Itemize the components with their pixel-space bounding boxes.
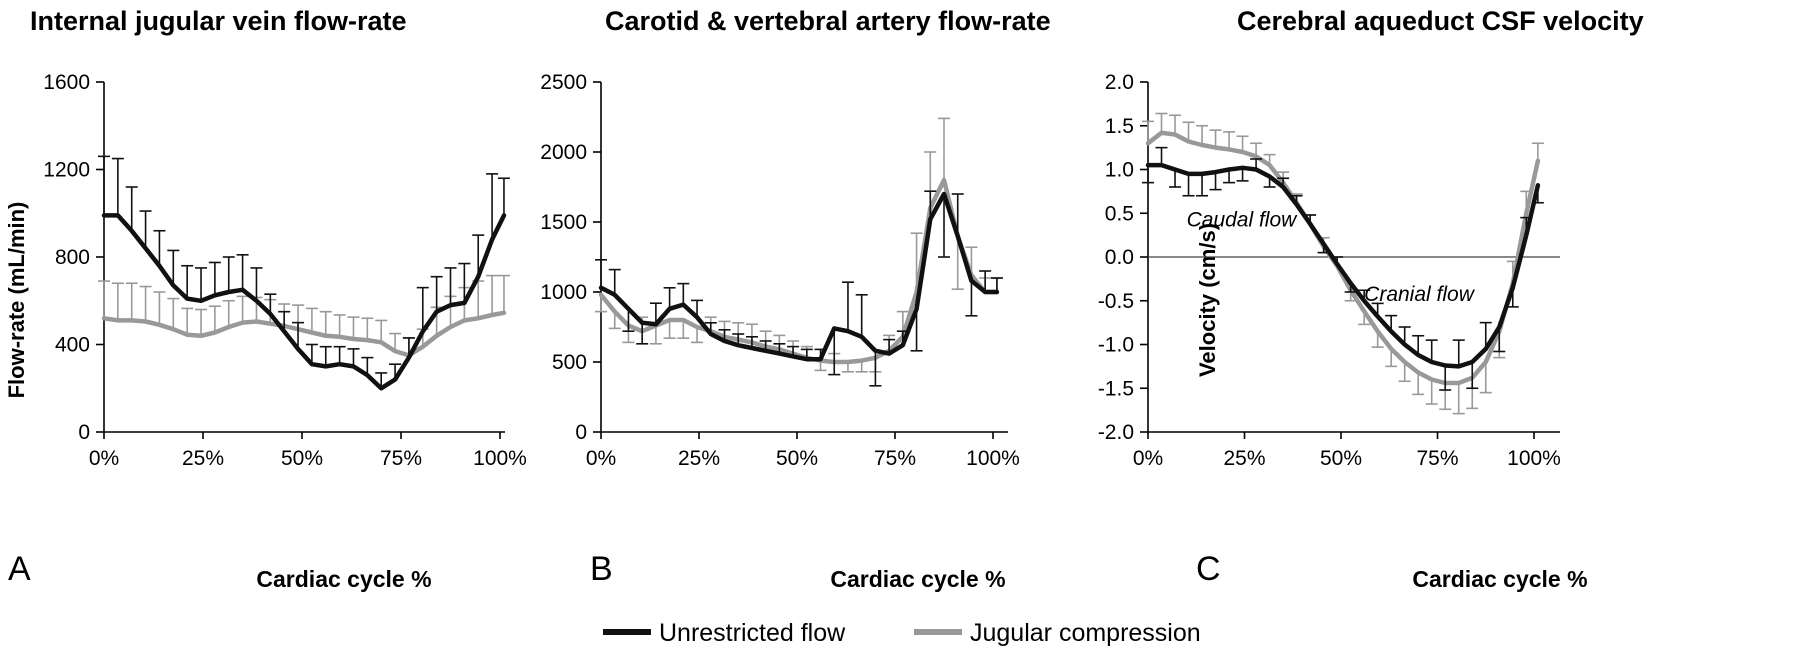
panel-c-x-tick-label: 75% bbox=[1416, 447, 1458, 470]
panel-a-y-tick-label: 800 bbox=[55, 246, 90, 269]
panel-a-x-tick-label: 0% bbox=[89, 447, 119, 470]
panel-a-line-jugular-compression bbox=[101, 310, 507, 358]
panel-b-y-tick-label: 2000 bbox=[540, 141, 587, 164]
legend: Unrestricted flow Jugular compression bbox=[603, 619, 1201, 647]
panel-b-axes: 0 500 1000 1500 2000 2500 0% 25% 50% 75% 100% bbox=[540, 71, 1020, 470]
panel-b-x-tick-label: 50% bbox=[776, 447, 818, 470]
panel-c-y-tick-label: -2.0 bbox=[1098, 421, 1134, 444]
panel-b-series-jugular-compression bbox=[595, 117, 1003, 373]
panel-a-y-axis-label: Flow-rate (mL/min) bbox=[4, 202, 29, 399]
panel-a-series-unrestricted bbox=[98, 155, 510, 391]
panel-c-y-tick-label: 1.0 bbox=[1105, 159, 1134, 182]
legend-label-jugular-compression: Jugular compression bbox=[970, 619, 1201, 647]
panel-c-y-tick-label: -1.0 bbox=[1098, 334, 1134, 357]
panel-a-x-tick-label: 100% bbox=[473, 447, 527, 470]
panel-a-axes: 0 400 800 1200 1600 0% 25% 50% 75% 100% bbox=[43, 71, 527, 470]
panel-b-y-tick-label: 1500 bbox=[540, 211, 587, 234]
panel-c-line-jugular-compression bbox=[1145, 130, 1541, 386]
panel-c-y-axis-label: Velocity (cm/s) bbox=[1195, 223, 1220, 377]
panel-c-annotation: Cranial flow bbox=[1364, 283, 1476, 306]
panel-b: Carotid & vertebral artery flow-rate B C… bbox=[540, 6, 1050, 592]
panel-b-y-tick-label: 2500 bbox=[540, 71, 587, 94]
panel-c-y-tick-label: 0.5 bbox=[1105, 202, 1134, 225]
panel-a-x-tick-label: 75% bbox=[380, 447, 422, 470]
panel-a-series bbox=[98, 155, 510, 391]
panel-c-line-unrestricted bbox=[1145, 162, 1541, 369]
panel-a-x-axis-label: Cardiac cycle % bbox=[256, 566, 431, 592]
panel-b-x-tick-label: 25% bbox=[678, 447, 720, 470]
panel-a-series-jugular-compression bbox=[98, 274, 510, 358]
panel-b-series-unrestricted bbox=[595, 190, 1003, 387]
panel-b-y-tick-label: 0 bbox=[575, 421, 587, 444]
panel-a-y-tick-label: 0 bbox=[78, 421, 90, 444]
panel-b-y-tick-label: 1000 bbox=[540, 281, 587, 304]
panel-b-y-tick-label: 500 bbox=[552, 351, 587, 374]
panel-a-y-tick-label: 1200 bbox=[43, 159, 90, 182]
panel-a-title: Internal jugular vein flow-rate bbox=[30, 6, 407, 36]
panel-c-y-tick-label: 1.5 bbox=[1105, 115, 1134, 138]
panel-b-x-tick-label: 75% bbox=[874, 447, 916, 470]
panel-c-x-tick-label: 25% bbox=[1223, 447, 1265, 470]
panel-b-letter: B bbox=[590, 550, 613, 588]
panel-a-letter: A bbox=[8, 550, 31, 588]
panel-c-y-tick-label: -0.5 bbox=[1098, 290, 1134, 313]
panel-b-title: Carotid & vertebral artery flow-rate bbox=[605, 6, 1051, 36]
panel-b-x-tick-label: 0% bbox=[586, 447, 616, 470]
legend-label-unrestricted: Unrestricted flow bbox=[659, 619, 846, 647]
panel-c-x-tick-label: 100% bbox=[1507, 447, 1561, 470]
panel-c-y-tick-label: -1.5 bbox=[1098, 377, 1134, 400]
panel-a-x-tick-label: 25% bbox=[182, 447, 224, 470]
panel-c-y-tick-label: 0.0 bbox=[1105, 246, 1134, 269]
panel-c-title: Cerebral aqueduct CSF velocity bbox=[1237, 6, 1644, 36]
panel-c-series bbox=[1142, 112, 1544, 415]
panel-a: Internal jugular vein flow-rate A Cardia… bbox=[4, 6, 527, 592]
panel-c-x-tick-label: 0% bbox=[1133, 447, 1163, 470]
panel-b-x-axis-label: Cardiac cycle % bbox=[830, 566, 1005, 592]
panel-c-axes: -2.0 -1.5 -1.0 -0.5 0.0 0.5 1.0 1.5 2.0 0% 25% 50% 7… bbox=[1098, 71, 1561, 470]
panel-b-series bbox=[595, 117, 1003, 387]
panel-a-y-tick-label: 400 bbox=[55, 334, 90, 357]
panel-c-x-axis-label: Cardiac cycle % bbox=[1412, 566, 1587, 592]
panel-b-line-unrestricted bbox=[598, 191, 1000, 362]
panel-c-y-tick-label: 2.0 bbox=[1105, 71, 1134, 94]
panel-c-annotations: Caudal flow Cranial flow bbox=[1187, 208, 1476, 305]
panel-c-x-tick-label: 50% bbox=[1320, 447, 1362, 470]
panel-c-letter: C bbox=[1196, 550, 1221, 588]
panel-c-annotation: Caudal flow bbox=[1187, 208, 1299, 231]
panel-b-x-tick-label: 100% bbox=[966, 447, 1020, 470]
panel-c-series-unrestricted bbox=[1142, 146, 1544, 391]
panel-c: Cerebral aqueduct CSF velocity C Cardiac… bbox=[1098, 6, 1644, 592]
panel-a-y-tick-label: 1600 bbox=[43, 71, 90, 94]
panel-a-x-tick-label: 50% bbox=[281, 447, 323, 470]
panel-a-line-unrestricted bbox=[101, 213, 507, 391]
